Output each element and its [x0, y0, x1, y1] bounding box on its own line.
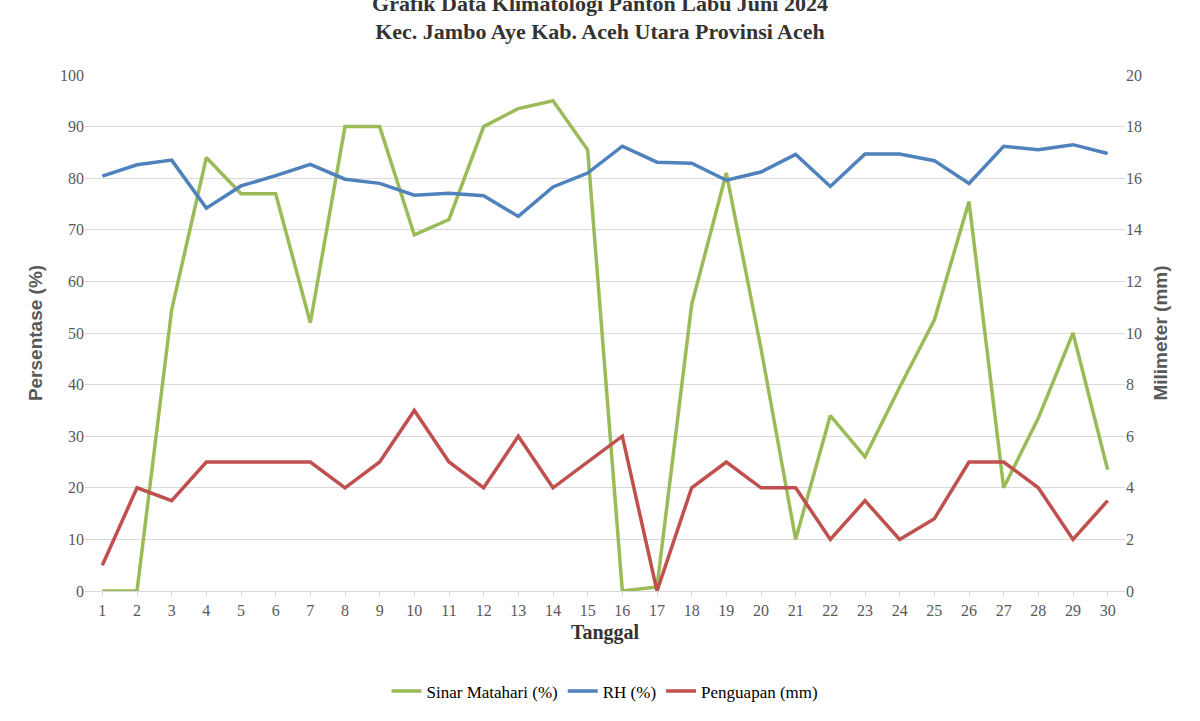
svg-text:14: 14 [545, 602, 561, 619]
svg-text:22: 22 [822, 602, 838, 619]
svg-text:18: 18 [1126, 118, 1142, 135]
svg-text:50: 50 [68, 325, 84, 342]
svg-text:4: 4 [1126, 479, 1134, 496]
svg-text:10: 10 [1126, 325, 1142, 342]
svg-text:Penguapan (mm): Penguapan (mm) [701, 683, 818, 702]
svg-text:26: 26 [961, 602, 977, 619]
svg-text:10: 10 [406, 602, 422, 619]
svg-text:Sinar Matahari (%): Sinar Matahari (%) [427, 683, 558, 702]
svg-text:20: 20 [1126, 67, 1142, 84]
svg-text:15: 15 [580, 602, 596, 619]
svg-text:21: 21 [788, 602, 804, 619]
svg-text:70: 70 [68, 221, 84, 238]
svg-text:30: 30 [68, 428, 84, 445]
svg-text:12: 12 [476, 602, 492, 619]
svg-text:25: 25 [926, 602, 942, 619]
svg-text:Grafik Data Klimatologi Panton: Grafik Data Klimatologi Panton Labu Juni… [372, 0, 828, 44]
svg-text:19: 19 [718, 602, 734, 619]
svg-text:10: 10 [68, 531, 84, 548]
svg-text:20: 20 [753, 602, 769, 619]
svg-text:28: 28 [1030, 602, 1046, 619]
svg-text:29: 29 [1065, 602, 1081, 619]
svg-text:17: 17 [649, 602, 665, 619]
svg-text:23: 23 [857, 602, 873, 619]
svg-text:30: 30 [1100, 602, 1116, 619]
svg-text:80: 80 [68, 170, 84, 187]
svg-text:90: 90 [68, 118, 84, 135]
svg-text:9: 9 [376, 602, 384, 619]
svg-text:7: 7 [306, 602, 314, 619]
svg-text:5: 5 [237, 602, 245, 619]
svg-text:16: 16 [614, 602, 630, 619]
svg-text:Persentase (%): Persentase (%) [25, 265, 46, 401]
svg-text:4: 4 [202, 602, 210, 619]
svg-text:14: 14 [1126, 221, 1142, 238]
svg-text:60: 60 [68, 273, 84, 290]
svg-text:20: 20 [68, 479, 84, 496]
svg-text:8: 8 [1126, 376, 1134, 393]
svg-text:1: 1 [98, 602, 106, 619]
svg-text:100: 100 [60, 67, 84, 84]
svg-text:Tanggal: Tanggal [571, 621, 640, 644]
svg-text:0: 0 [1126, 583, 1134, 600]
svg-text:24: 24 [892, 602, 908, 619]
svg-text:11: 11 [441, 602, 456, 619]
svg-text:18: 18 [684, 602, 700, 619]
svg-text:2: 2 [133, 602, 141, 619]
svg-text:3: 3 [168, 602, 176, 619]
svg-text:27: 27 [996, 602, 1012, 619]
svg-text:8: 8 [341, 602, 349, 619]
svg-text:40: 40 [68, 376, 84, 393]
svg-text:2: 2 [1126, 531, 1134, 548]
svg-text:6: 6 [1126, 428, 1134, 445]
svg-text:RH (%): RH (%) [603, 683, 656, 702]
svg-text:0: 0 [76, 583, 84, 600]
svg-text:Milimeter (mm): Milimeter (mm) [1150, 265, 1171, 400]
svg-text:13: 13 [510, 602, 526, 619]
svg-text:6: 6 [272, 602, 280, 619]
svg-text:12: 12 [1126, 273, 1142, 290]
svg-text:16: 16 [1126, 170, 1142, 187]
